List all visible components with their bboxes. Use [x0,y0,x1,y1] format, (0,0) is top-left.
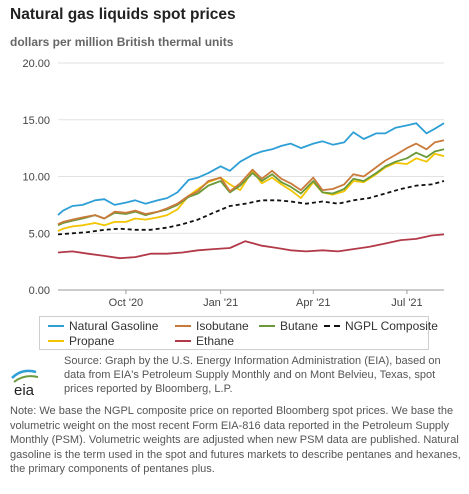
grid-lines [58,62,444,291]
legend-label: Ethane [196,334,235,348]
source-text: Source: Graph by the U.S. Energy Informa… [64,355,441,395]
series-line-ngpl-composite [57,180,445,236]
series-lines [57,122,445,260]
legend-label: Propane [69,334,115,348]
line-chart: 0.00 5.00 10.00 15.00 20.00 Oct '20 Jan '21 Apr… [22,58,445,309]
legend-item: NGPL Composite [324,319,438,333]
series-line-ethane [57,233,445,260]
y-tick-label: 15.00 [22,115,50,127]
series-line-natural-gasoline [57,122,445,216]
legend-item: Natural Gasoline [48,319,158,333]
legend-item: Isobutane [175,319,249,333]
y-tick-label: 20.00 [22,58,50,70]
legend-item: Propane [48,334,114,348]
legend-swatch [48,340,64,342]
x-tick-label: Oct '20 [109,297,144,309]
x-tick-label: Jan '21 [203,297,238,309]
legend-swatch [175,340,191,342]
chart-legend: Natural Gasoline Isobutane Butane NGPL Comp… [39,316,438,350]
chart-subtitle: dollars per million British thermal unit… [10,35,234,49]
x-tick-label: Jul '21 [391,297,422,309]
legend-swatch [48,325,64,327]
axes: 0.00 5.00 10.00 15.00 20.00 Oct '20 Jan '21 Apr… [22,58,422,309]
x-tick-label: Apr '21 [296,297,331,309]
legend-swatch [259,325,275,327]
legend-item: Butane [259,319,318,333]
series-line-isobutane [57,139,445,226]
y-tick-label: 0.00 [29,285,50,297]
legend-label: Butane [280,319,319,333]
legend-label: Natural Gasoline [69,319,159,333]
legend-label: NGPL Composite [345,319,438,333]
legend-item: Ethane [175,334,234,348]
eia-logo: eia [11,369,39,398]
series-line-butane [57,148,445,227]
note-text: Note: We base the NGPL composite price o… [10,405,461,475]
y-tick-label: 5.00 [29,228,50,240]
y-tick-label: 10.00 [22,172,50,184]
legend-swatch [324,325,340,327]
legend-swatch [175,325,191,327]
legend-label: Isobutane [196,319,249,333]
eia-logo-text: eia [14,382,35,398]
page-title: Natural gas liquids spot prices [10,6,236,23]
